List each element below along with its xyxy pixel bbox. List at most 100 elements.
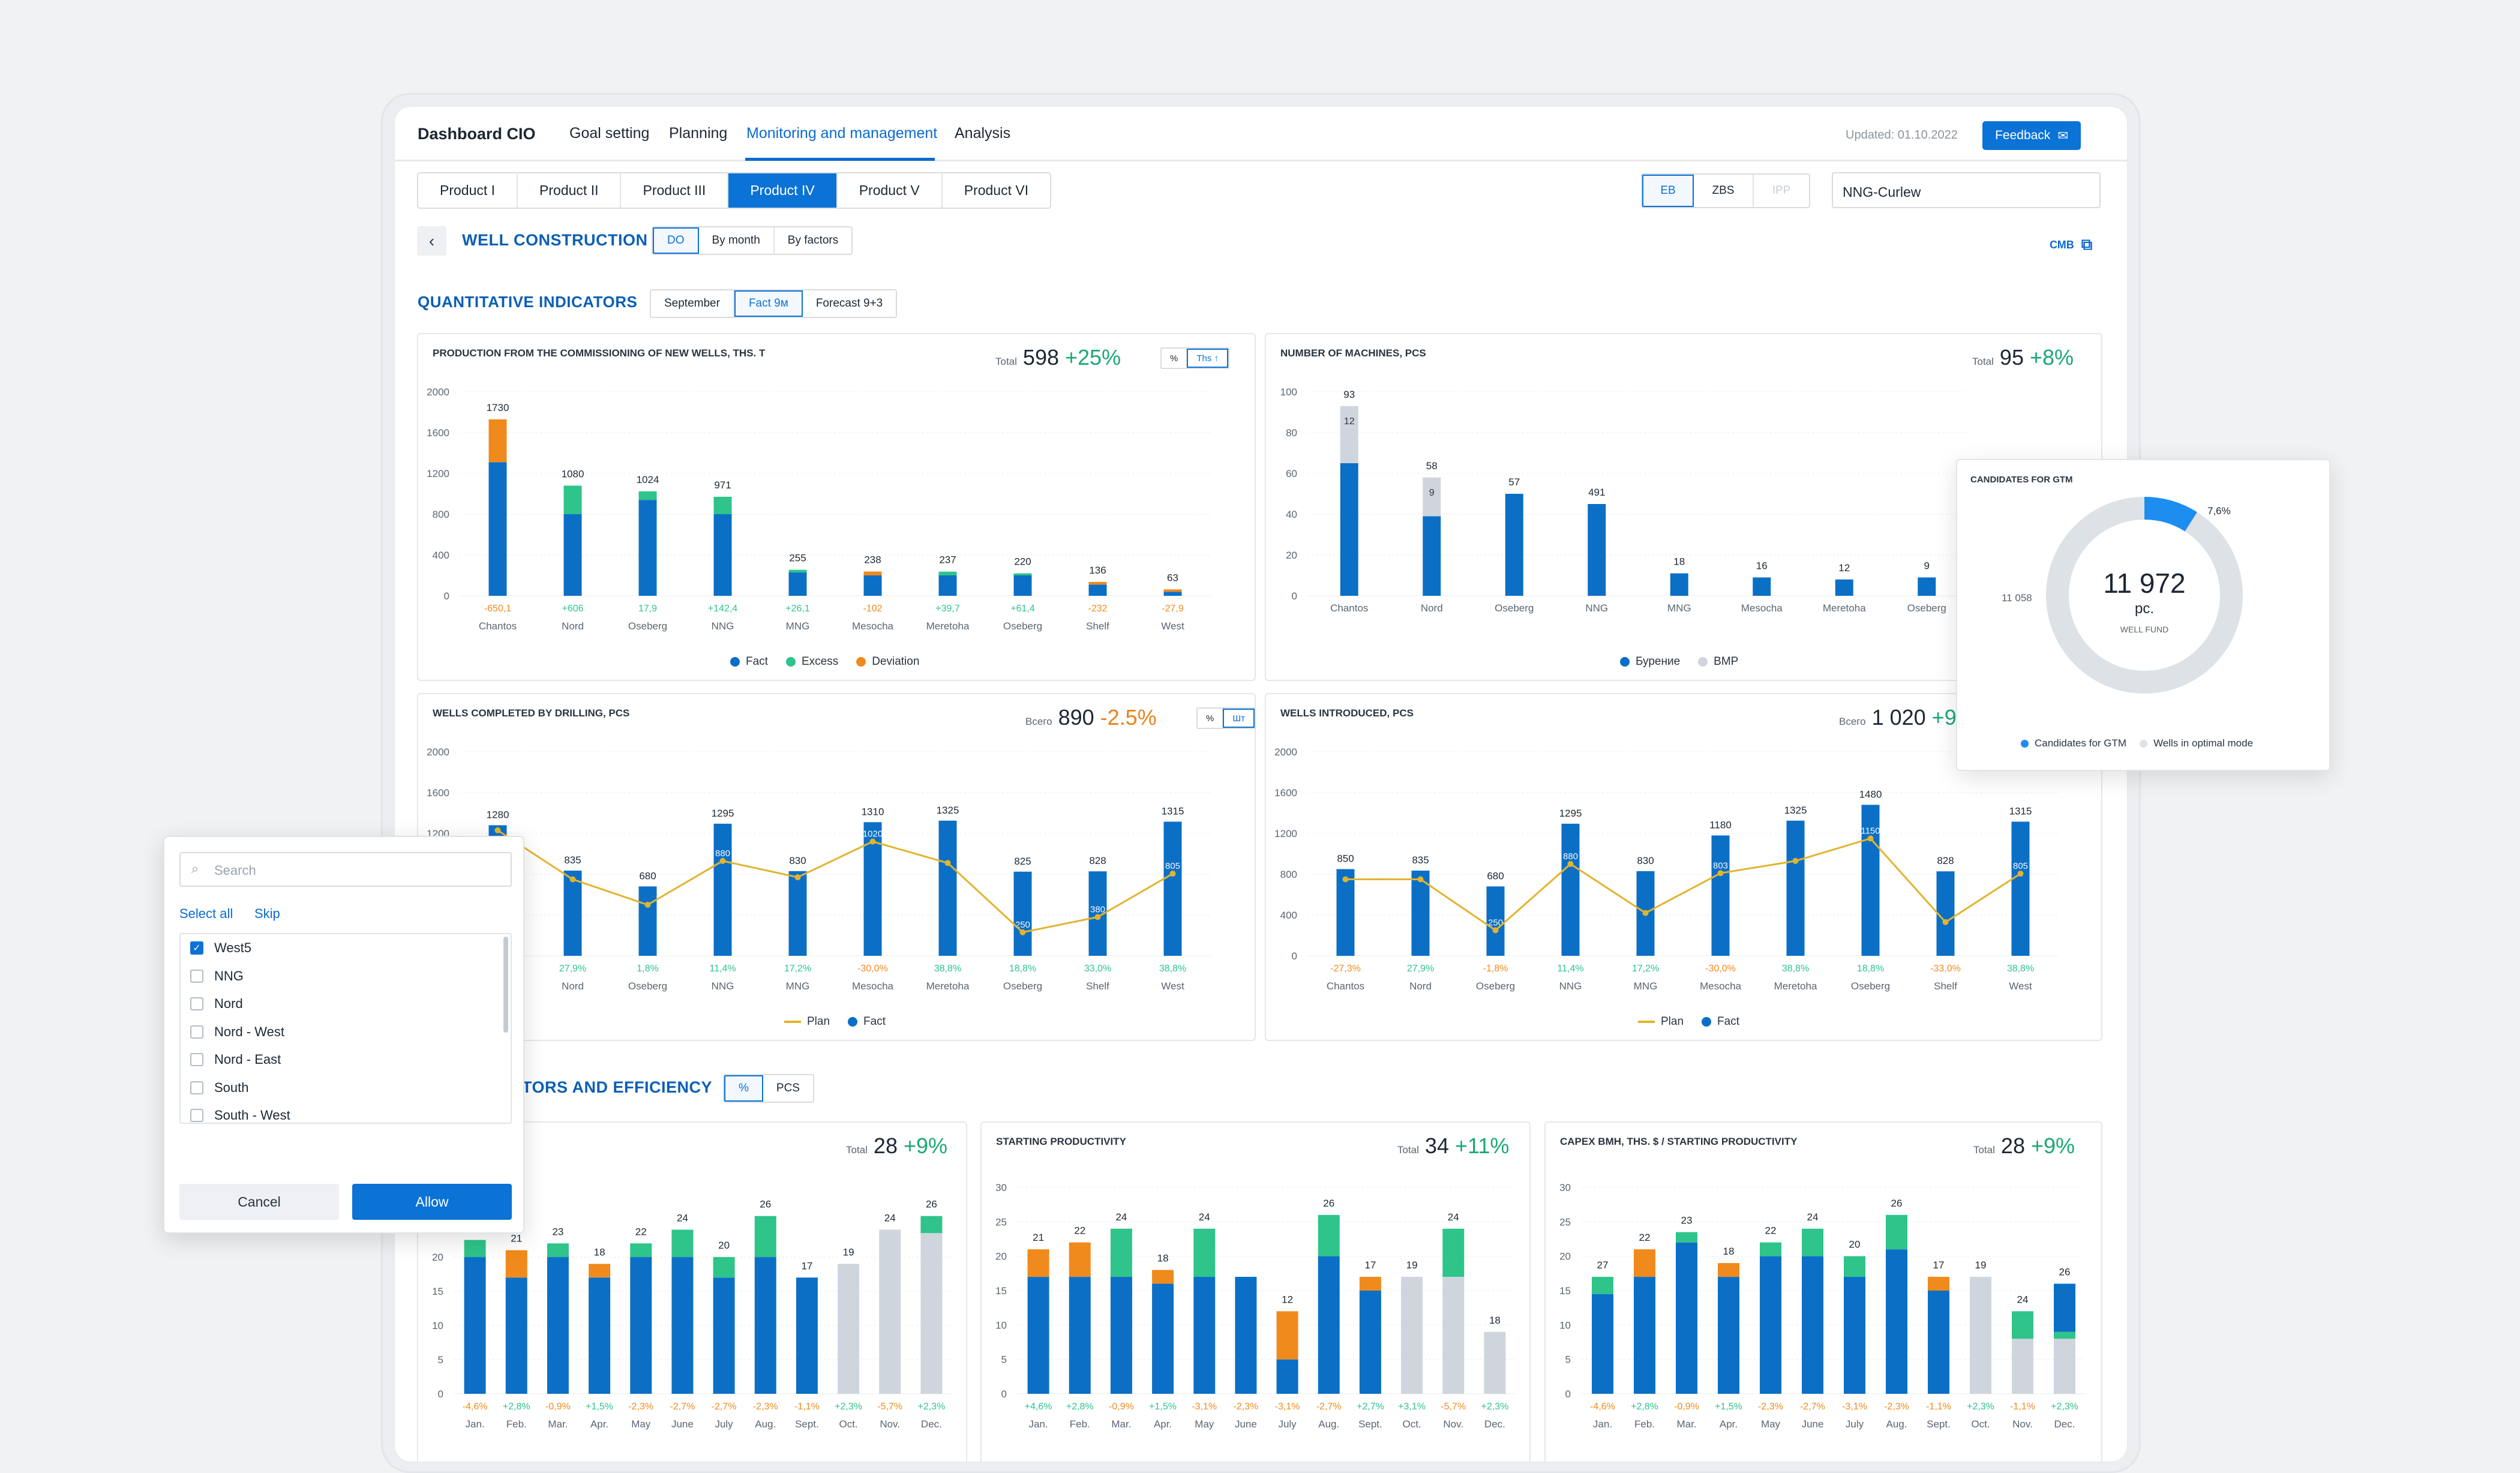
- bar-total-label: 26: [760, 1199, 771, 1210]
- back-button[interactable]: ‹: [417, 226, 446, 256]
- toggle-ths[interactable]: Ths ↑: [1187, 349, 1229, 368]
- toggle-percent[interactable]: %: [1162, 349, 1187, 368]
- card-title: NUMBER OF MACHINES, PCS: [1280, 347, 1426, 359]
- bar-segment: [1359, 1291, 1381, 1394]
- tab-product-5[interactable]: Product V: [838, 173, 943, 208]
- checkbox[interactable]: [190, 1109, 203, 1123]
- bar-total-label: 26: [926, 1199, 937, 1210]
- total-value: 598: [1022, 345, 1059, 370]
- bar-segment: [788, 569, 807, 573]
- card-total: Total 28 +9%: [1973, 1133, 2075, 1159]
- tab-by-factors[interactable]: By factors: [787, 234, 839, 247]
- tab-product-1[interactable]: Product I: [418, 173, 518, 208]
- delta-label: -4,6%: [1590, 1402, 1615, 1412]
- option-nord-west[interactable]: Nord - West: [181, 1018, 511, 1046]
- field-select[interactable]: NNG-Curlew: [1832, 172, 2101, 208]
- tab-product-2[interactable]: Product II: [518, 173, 622, 208]
- bar-segment: [788, 572, 807, 596]
- option-west5[interactable]: ✓ West5: [181, 934, 511, 962]
- bar-total-label: 22: [1074, 1225, 1085, 1237]
- mode-zbs[interactable]: ZBS: [1694, 175, 1754, 207]
- x-tick-label: Apr.: [590, 1418, 608, 1430]
- allow-button[interactable]: Allow: [352, 1184, 512, 1220]
- bar-segment: [671, 1257, 694, 1394]
- bar-total-label: 22: [635, 1226, 647, 1237]
- tab-by-month[interactable]: By month: [699, 227, 775, 254]
- delta-label: -1,1%: [794, 1402, 820, 1412]
- chart-machines: 0 20 40 60 80 100 93 12 Chantos 58 9 Nord 57 Oseberg 4…: [1280, 386, 1968, 614]
- option-south[interactable]: South: [181, 1074, 511, 1102]
- checkbox[interactable]: [190, 1081, 203, 1094]
- bar-segment: [879, 1229, 901, 1394]
- bar-segment: [464, 1240, 486, 1258]
- plan-label: 1150: [1861, 826, 1880, 836]
- checkbox[interactable]: ✓: [190, 941, 203, 955]
- tab-september[interactable]: September: [651, 290, 734, 317]
- option-south-west[interactable]: South - West: [181, 1102, 511, 1123]
- tab-fact-9m[interactable]: Fact 9м: [734, 290, 803, 317]
- delta-label: -102: [863, 604, 882, 614]
- option-nord[interactable]: Nord: [181, 990, 511, 1018]
- bar-value-label: 1325: [937, 805, 959, 816]
- mode-ipp[interactable]: IPP: [1772, 184, 1791, 197]
- checkbox[interactable]: [190, 1025, 203, 1039]
- x-tick-label: Chantos: [1330, 602, 1368, 614]
- bar-segment: [1235, 1277, 1257, 1394]
- bar-value-label: 828: [1089, 855, 1106, 866]
- bar-value-label: 1325: [1784, 805, 1807, 816]
- x-tick-label: Meretoha: [926, 620, 970, 632]
- bar: [1936, 871, 1955, 956]
- option-nng[interactable]: NNG: [181, 962, 511, 991]
- toggle-pcs[interactable]: Шт: [1223, 709, 1255, 728]
- x-tick-label: Mesocha: [852, 620, 894, 632]
- bar-segment: [1760, 1242, 1781, 1256]
- bar-segment: [1359, 1277, 1381, 1291]
- select-all-link[interactable]: Select all: [179, 906, 233, 921]
- bar-segment: [1276, 1311, 1298, 1360]
- search-input[interactable]: Search: [179, 852, 512, 887]
- feedback-button[interactable]: Feedback ✉: [1982, 121, 2081, 150]
- tab-percent[interactable]: %: [724, 1075, 763, 1102]
- bar-segment: [713, 514, 732, 596]
- y-tick-label: 15: [1559, 1285, 1571, 1297]
- checkbox[interactable]: [190, 1053, 203, 1067]
- bar-segment: [1928, 1277, 1949, 1291]
- quant-title: QUANTITATIVE INDICATORS: [418, 293, 638, 311]
- tab-product-3[interactable]: Product III: [621, 173, 729, 208]
- checkbox[interactable]: [190, 997, 203, 1011]
- option-nord-east[interactable]: Nord - East: [181, 1046, 511, 1074]
- tab-forecast[interactable]: Forecast 9+3: [815, 297, 883, 310]
- donut-pct-label: 7,6%: [2207, 505, 2231, 517]
- delta-label: -2,7%: [1800, 1402, 1825, 1412]
- tab-product-4[interactable]: Product IV: [728, 173, 838, 208]
- card-eff-3: CAPEX вмн, THS. $ / STARTING PRODUCTIVIT…: [1544, 1121, 2102, 1462]
- external-link[interactable]: СМВ ⧉: [2050, 235, 2092, 254]
- scrollbar[interactable]: [503, 937, 508, 1033]
- skip-link[interactable]: Skip: [254, 906, 280, 921]
- bar-value-label: 1295: [712, 808, 734, 819]
- delta-label: +2,8%: [1066, 1402, 1094, 1412]
- nav-monitoring[interactable]: Monitoring and management: [746, 125, 938, 142]
- tab-pcs[interactable]: PCS: [776, 1082, 800, 1094]
- bar-segment: [1152, 1270, 1174, 1284]
- tab-product-6[interactable]: Product VI: [964, 182, 1029, 198]
- bar-segment: [1193, 1228, 1216, 1277]
- nav-analysis[interactable]: Analysis: [955, 125, 1011, 142]
- nav-goal-setting[interactable]: Goal setting: [569, 125, 650, 142]
- x-tick-label: Jan.: [466, 1418, 485, 1430]
- plan-point: [1169, 871, 1176, 877]
- cancel-button[interactable]: Cancel: [179, 1184, 339, 1220]
- y-tick-label: 0: [438, 1388, 443, 1400]
- nav-planning[interactable]: Planning: [669, 125, 728, 142]
- toggle-percent[interactable]: %: [1198, 709, 1223, 728]
- tab-do[interactable]: DO: [653, 227, 699, 254]
- y-tick-label: 2000: [427, 746, 449, 758]
- bar-segment: [2054, 1331, 2075, 1339]
- plan-point: [719, 857, 726, 864]
- bar-segment: [1423, 516, 1441, 596]
- total-delta: -2.5%: [1100, 705, 1157, 730]
- chart-legend: Plan Fact: [1638, 1015, 1739, 1028]
- checkbox[interactable]: [190, 969, 203, 983]
- plan-point: [644, 902, 651, 908]
- mode-eb[interactable]: EB: [1642, 175, 1694, 207]
